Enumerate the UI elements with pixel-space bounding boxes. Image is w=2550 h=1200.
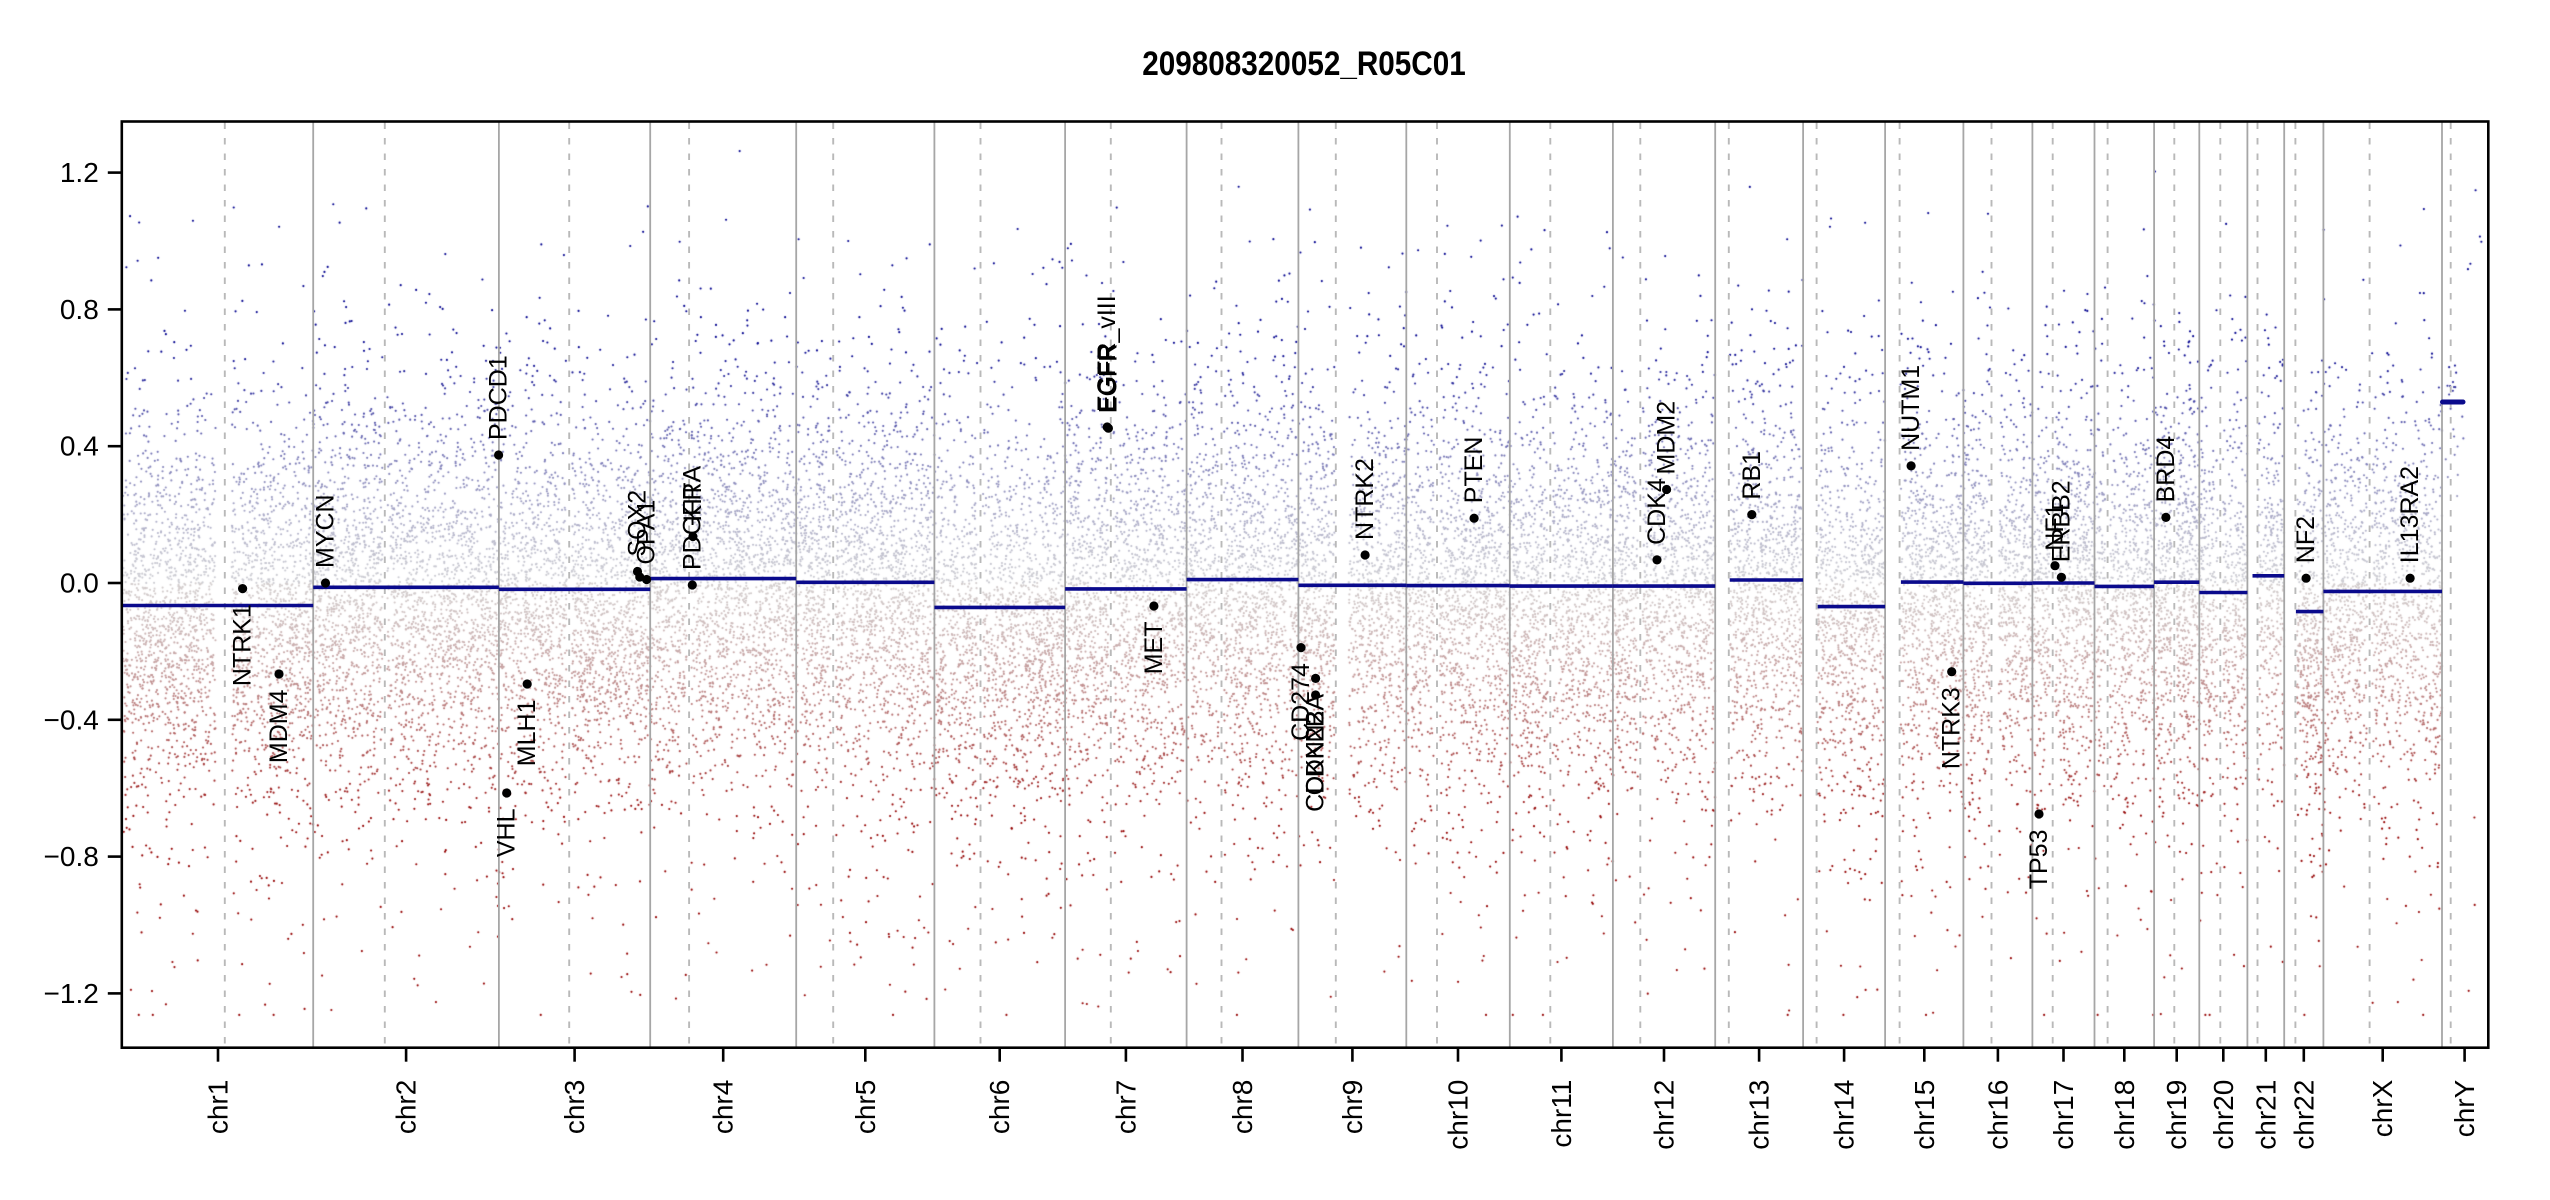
svg-text:PDGFRA: PDGFRA bbox=[678, 466, 706, 571]
svg-text:chr7: chr7 bbox=[1110, 1080, 1141, 1134]
svg-text:chr3: chr3 bbox=[559, 1080, 590, 1134]
svg-text:chr13: chr13 bbox=[1744, 1080, 1775, 1150]
svg-text:chr5: chr5 bbox=[850, 1080, 881, 1134]
svg-text:NTRK1: NTRK1 bbox=[229, 604, 257, 686]
svg-text:MDM4: MDM4 bbox=[265, 689, 293, 763]
svg-text:NUTM1: NUTM1 bbox=[1897, 365, 1925, 451]
svg-text:RB1: RB1 bbox=[1738, 451, 1766, 500]
svg-text:chr17: chr17 bbox=[2048, 1080, 2079, 1150]
svg-text:MYCN: MYCN bbox=[312, 494, 340, 568]
svg-text:SOX2: SOX2 bbox=[624, 490, 652, 557]
svg-text:chr19: chr19 bbox=[2161, 1080, 2192, 1150]
svg-text:chr21: chr21 bbox=[2250, 1080, 2281, 1150]
svg-text:chr20: chr20 bbox=[2208, 1080, 2239, 1150]
svg-text:MDM2: MDM2 bbox=[1653, 401, 1681, 475]
svg-text:0.8: 0.8 bbox=[60, 294, 99, 325]
svg-text:CDK4: CDK4 bbox=[1643, 478, 1671, 545]
svg-text:chr10: chr10 bbox=[1443, 1080, 1474, 1150]
svg-text:−0.4: −0.4 bbox=[44, 704, 99, 735]
svg-text:VHL: VHL bbox=[493, 808, 521, 857]
svg-text:0.0: 0.0 bbox=[60, 568, 99, 599]
svg-text:PTEN: PTEN bbox=[1460, 437, 1488, 504]
svg-text:NF1: NF1 bbox=[2041, 503, 2069, 550]
svg-text:BRD4: BRD4 bbox=[2152, 436, 2180, 503]
svg-text:−0.8: −0.8 bbox=[44, 841, 99, 872]
svg-text:TP53: TP53 bbox=[2025, 830, 2053, 890]
svg-text:−1.2: −1.2 bbox=[44, 978, 99, 1009]
svg-text:chr6: chr6 bbox=[984, 1080, 1015, 1134]
svg-text:ERBB2: ERBB2 bbox=[2047, 480, 2075, 562]
svg-text:chr11: chr11 bbox=[1546, 1080, 1577, 1148]
svg-text:IL13RA2: IL13RA2 bbox=[2396, 466, 2424, 563]
svg-text:chr1: chr1 bbox=[203, 1080, 234, 1134]
svg-text:chr14: chr14 bbox=[1829, 1080, 1860, 1150]
svg-text:chr22: chr22 bbox=[2288, 1080, 2319, 1150]
svg-text:CDKN2B: CDKN2B bbox=[1302, 711, 1330, 812]
svg-text:chr4: chr4 bbox=[708, 1080, 739, 1134]
svg-text:EGFR_vIII: EGFR_vIII bbox=[1093, 295, 1121, 412]
svg-text:chrX: chrX bbox=[2367, 1079, 2398, 1137]
svg-text:0.4: 0.4 bbox=[60, 431, 99, 462]
svg-text:chrY: chrY bbox=[2449, 1079, 2480, 1137]
svg-text:chr12: chr12 bbox=[1649, 1080, 1680, 1150]
svg-text:CD274: CD274 bbox=[1287, 663, 1315, 741]
svg-text:chr18: chr18 bbox=[2109, 1080, 2140, 1150]
svg-text:1.2: 1.2 bbox=[60, 157, 99, 188]
svg-text:CDKN2A: CDKN2A bbox=[1302, 694, 1330, 796]
svg-text:EGFR: EGFR bbox=[1093, 343, 1121, 412]
svg-text:chr8: chr8 bbox=[1227, 1080, 1258, 1134]
svg-text:209808320052_R05C01: 209808320052_R05C01 bbox=[1142, 44, 1466, 82]
svg-text:chr15: chr15 bbox=[1909, 1080, 1940, 1150]
svg-text:KIT: KIT bbox=[679, 483, 707, 522]
svg-text:chr2: chr2 bbox=[391, 1080, 422, 1134]
svg-text:OPA1: OPA1 bbox=[633, 500, 661, 565]
svg-text:NF2: NF2 bbox=[2292, 516, 2320, 563]
svg-text:chr16: chr16 bbox=[1982, 1080, 2013, 1150]
svg-text:EGFR: EGFR bbox=[1094, 344, 1122, 413]
svg-text:NTRK3: NTRK3 bbox=[1938, 687, 1966, 769]
svg-text:chr9: chr9 bbox=[1337, 1080, 1368, 1134]
svg-text:MET: MET bbox=[1140, 622, 1168, 675]
svg-text:PDCD1: PDCD1 bbox=[485, 355, 513, 440]
svg-text:MLH1: MLH1 bbox=[513, 700, 541, 767]
svg-text:NTRK2: NTRK2 bbox=[1351, 458, 1379, 540]
